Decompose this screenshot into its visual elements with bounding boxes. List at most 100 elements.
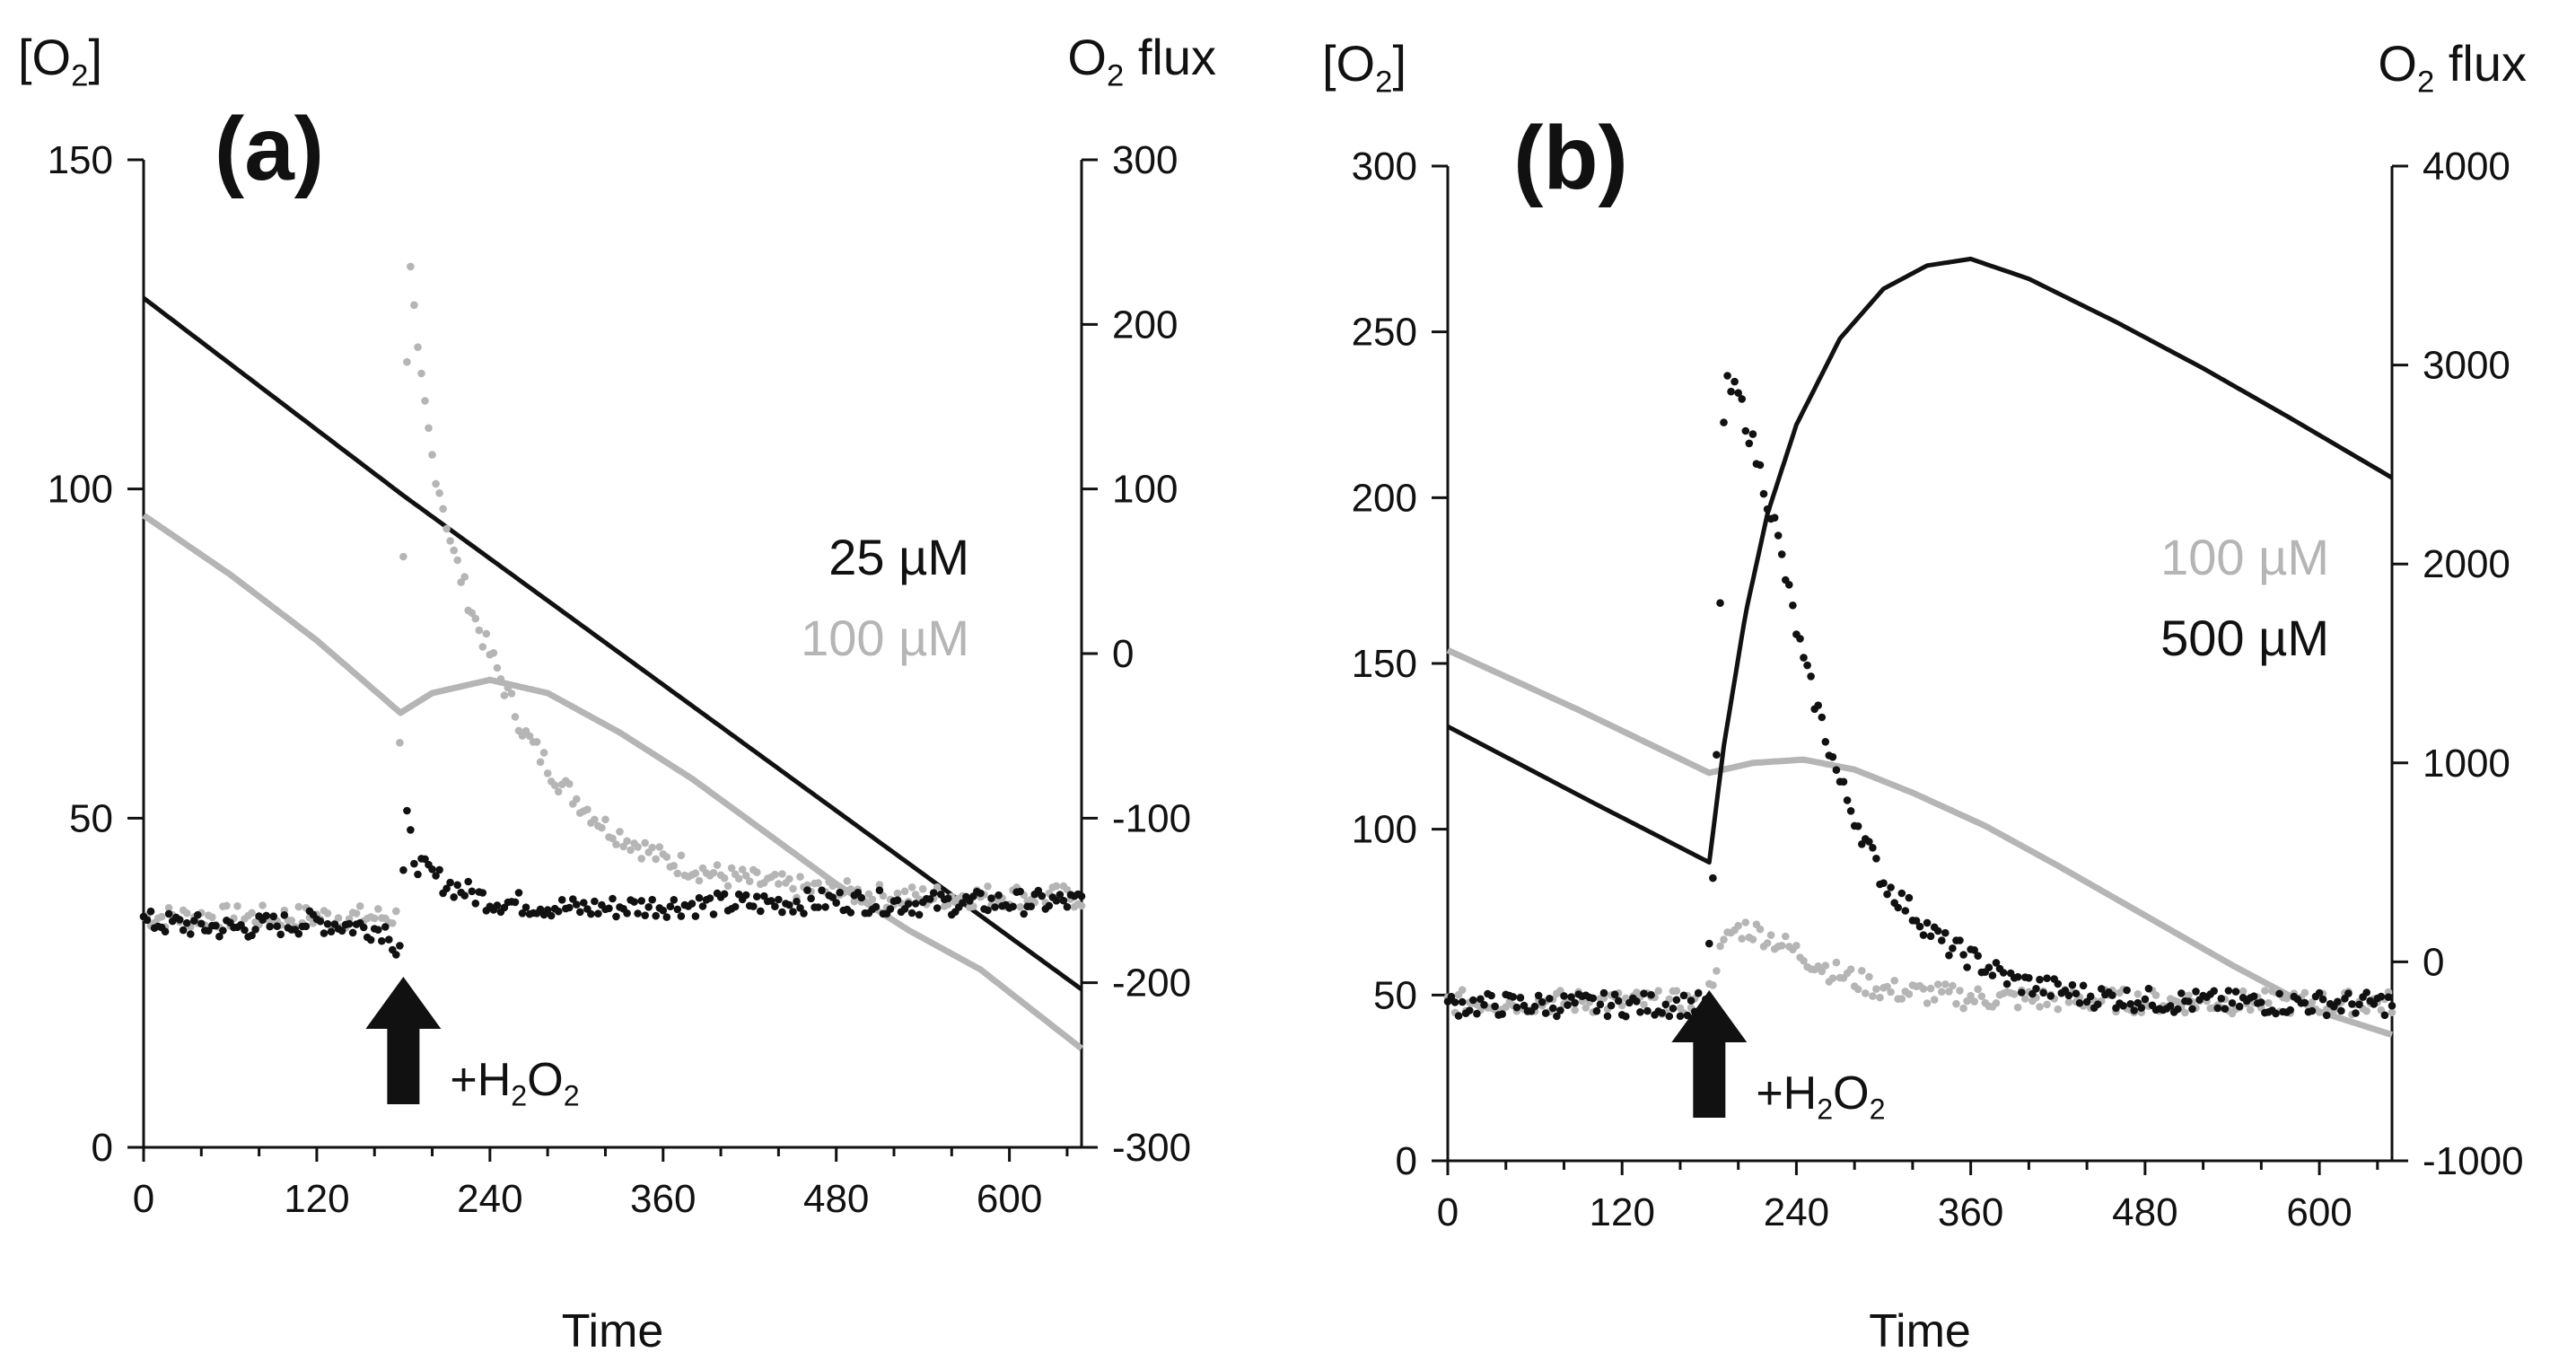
data-point	[1818, 713, 1827, 722]
data-point	[623, 909, 631, 918]
data-point	[662, 853, 671, 861]
data-point	[1905, 990, 1914, 998]
data-point	[1063, 902, 1072, 911]
data-point	[2362, 988, 2370, 997]
data-point	[1894, 903, 1902, 912]
data-point	[547, 911, 556, 920]
y-left-tick-label: 100	[48, 468, 113, 512]
data-point	[2239, 987, 2247, 996]
data-point	[1683, 1011, 1692, 1020]
data-point	[1985, 963, 1993, 971]
y-right-tick-label: 200	[1112, 303, 1178, 347]
y-left-tick-label: 50	[69, 796, 113, 840]
data-point	[1869, 844, 1877, 852]
legend-entry: 100 µM	[801, 610, 969, 666]
data-point	[2043, 1000, 2051, 1009]
y-left-axis-title: [O2]	[1322, 35, 1406, 99]
y-left-tick-label: 250	[1352, 311, 1417, 355]
data-point	[573, 900, 581, 909]
data-point	[2384, 993, 2393, 1001]
data-point	[641, 911, 649, 919]
data-point	[933, 904, 942, 912]
data-point	[1672, 996, 1681, 1005]
annotation-label: +H2O2	[450, 1054, 579, 1111]
data-point	[1952, 999, 1960, 1008]
data-point	[550, 781, 559, 789]
data-point	[2228, 999, 2237, 1007]
data-point	[2257, 998, 2265, 1006]
data-point	[294, 929, 303, 938]
data-point	[2188, 1005, 2196, 1014]
data-point	[2166, 1002, 2175, 1010]
data-point	[1774, 531, 1783, 540]
data-point	[915, 910, 924, 919]
data-point	[1865, 838, 1873, 846]
data-point	[2185, 997, 2193, 1005]
data-point	[652, 911, 660, 920]
data-point	[644, 903, 653, 911]
data-point	[1607, 1001, 1616, 1010]
y-left-tick-label: 50	[1373, 973, 1417, 1017]
data-point	[1676, 1012, 1685, 1021]
data-point	[2275, 989, 2283, 998]
data-point	[907, 883, 916, 891]
data-point	[655, 843, 664, 851]
series-line	[142, 513, 1084, 1051]
data-point	[1832, 958, 1841, 967]
data-point	[507, 689, 516, 698]
data-point	[778, 870, 786, 878]
data-point	[2282, 994, 2291, 1003]
data-point	[720, 890, 729, 899]
data-point	[414, 870, 422, 879]
data-point	[1821, 738, 1830, 746]
data-point	[460, 891, 469, 900]
y-left-tick-label: 300	[1352, 145, 1417, 189]
data-point	[872, 902, 881, 911]
data-point	[741, 872, 750, 880]
data-point	[276, 930, 285, 939]
data-point	[543, 769, 552, 777]
data-point	[2265, 998, 2273, 1007]
data-point	[2300, 998, 2309, 1007]
panel-label: (b)	[1513, 108, 1628, 208]
data-point	[511, 713, 520, 721]
data-point	[355, 902, 364, 910]
data-point	[1974, 952, 1982, 960]
data-point	[688, 900, 697, 908]
data-point	[1723, 372, 1731, 380]
data-point	[1853, 822, 1862, 830]
data-point	[959, 899, 967, 907]
data-point	[258, 901, 267, 909]
arrow-annotation	[1671, 990, 1748, 1118]
data-point	[929, 889, 938, 897]
data-point	[573, 795, 581, 803]
data-point	[828, 882, 837, 891]
data-point	[757, 907, 765, 916]
data-point	[803, 886, 811, 894]
data-point	[1709, 981, 1717, 989]
data-point	[778, 908, 786, 917]
legend-entry: 25 µM	[828, 529, 969, 585]
data-point	[2300, 988, 2309, 997]
data-point	[1734, 389, 1742, 398]
data-point	[2075, 999, 2084, 1007]
data-point	[442, 884, 451, 892]
data-point	[1516, 994, 1525, 1002]
data-point	[1654, 987, 1662, 995]
data-point	[1949, 944, 1957, 953]
data-point	[536, 758, 545, 767]
data-point	[223, 901, 231, 910]
x-tick-label: 120	[1590, 1190, 1655, 1234]
y-right-tick-label: -100	[1112, 796, 1191, 840]
data-point	[2021, 995, 2029, 1003]
data-point	[1858, 967, 1866, 975]
data-point	[1970, 946, 1978, 954]
data-point	[2185, 991, 2193, 1000]
data-point	[493, 663, 502, 672]
data-point	[2334, 997, 2342, 1006]
data-point	[1999, 969, 2008, 977]
data-point	[591, 815, 599, 824]
y-right-tick-label: 4000	[2423, 145, 2510, 189]
data-point	[337, 926, 346, 935]
data-point	[1636, 1008, 1644, 1016]
